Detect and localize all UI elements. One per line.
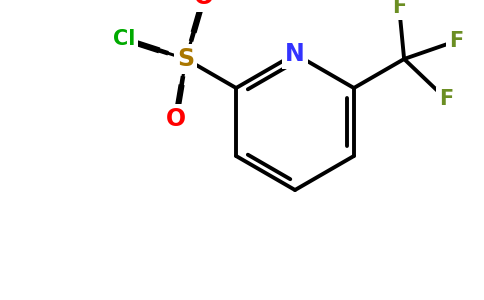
- Text: F: F: [449, 31, 463, 51]
- Text: F: F: [439, 89, 453, 109]
- Text: Cl: Cl: [113, 29, 135, 49]
- Text: N: N: [285, 42, 305, 66]
- Text: F: F: [392, 0, 406, 17]
- Text: O: O: [166, 107, 186, 131]
- Text: S: S: [177, 47, 195, 71]
- Text: O: O: [194, 0, 214, 9]
